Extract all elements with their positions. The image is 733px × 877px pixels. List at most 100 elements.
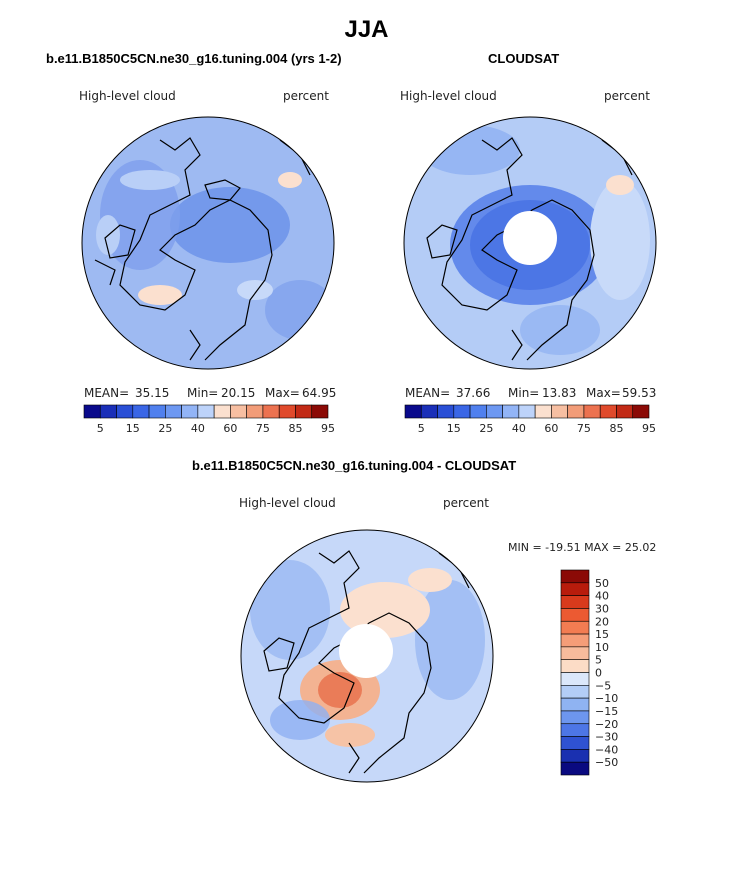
- colorbar-3-swatch-6: [560, 646, 590, 660]
- colorbar-2-tick-label: 85: [609, 422, 623, 435]
- panel-1-max: 64.95: [302, 386, 337, 400]
- panel-2-max: 59.53: [622, 386, 657, 400]
- panel-2-units: percent: [604, 89, 650, 103]
- colorbar-3-swatch-3: [560, 608, 590, 622]
- panel-1-max-label: Max=: [265, 386, 300, 400]
- colorbar-2-tick-label: 15: [447, 422, 461, 435]
- colorbar-3-tick-label: −50: [595, 756, 618, 769]
- colorbar-1-swatch-12: [278, 404, 296, 419]
- colorbar-3-swatch-8: [560, 672, 590, 686]
- colorbar-3-swatch-9: [560, 685, 590, 699]
- panel-3-minmax: MIN = -19.51 MAX = 25.02: [508, 541, 657, 554]
- panel-1-variable: High-level cloud: [79, 89, 176, 103]
- colorbar-1-swatch-4: [148, 404, 166, 419]
- panel-2-title: CLOUDSAT: [488, 51, 560, 66]
- colorbar-1-swatch-6: [181, 404, 199, 419]
- colorbar-2-swatch-11: [583, 404, 601, 419]
- colorbar-2-swatch-2: [437, 404, 455, 419]
- colorbar-1-swatch-8: [213, 404, 231, 419]
- colorbar-3-swatch-5: [560, 633, 590, 648]
- panel-2-colorbar: 5 15 25 40 60 75 85 95: [404, 404, 656, 435]
- panel-3-variable: High-level cloud: [239, 496, 336, 510]
- colorbar-2-tick-label: 40: [512, 422, 526, 435]
- colorbar-3-swatch-7: [560, 659, 590, 673]
- panel-1-min-label: Min=: [187, 386, 219, 400]
- colorbar-1-swatch-9: [230, 404, 247, 419]
- colorbar-3-swatch-11: [560, 710, 590, 725]
- panel-1-map: [81, 116, 335, 370]
- colorbar-2-swatch-10: [567, 404, 585, 419]
- colorbar-3-tick-label: 40: [595, 590, 609, 603]
- colorbar-3-tick-label: 20: [595, 615, 609, 628]
- colorbar-1-swatch-13: [295, 404, 313, 419]
- panel-1-coastlines: [94, 137, 311, 361]
- colorbar-2-tick-label: 75: [577, 422, 591, 435]
- colorbar-3-tick-label: 50: [595, 577, 609, 590]
- colorbar-1-swatch-11: [262, 404, 280, 419]
- page-title: JJA: [344, 16, 389, 43]
- colorbar-3-swatch-10: [560, 697, 590, 712]
- colorbar-1-swatch-7: [197, 404, 215, 419]
- panel-2-mean: 37.66: [456, 386, 491, 400]
- panel-2-min: 13.83: [542, 386, 577, 400]
- colorbar-3-swatch-4: [560, 620, 590, 635]
- colorbar-1-tick-label: 15: [126, 422, 140, 435]
- colorbar-2-swatch-14: [632, 404, 650, 419]
- colorbar-2-swatch-7: [518, 404, 536, 419]
- colorbar-1-tick-label: 75: [256, 422, 270, 435]
- panel-3-units: percent: [443, 496, 489, 510]
- panel-2-min-label: Min=: [508, 386, 540, 400]
- colorbar-2-swatch-9: [551, 404, 568, 419]
- colorbar-3-swatch-13: [560, 736, 590, 750]
- panel-3-map: [240, 529, 494, 783]
- panel-2-max-label: Max=: [586, 386, 621, 400]
- colorbar-2-tick-label: 25: [479, 422, 493, 435]
- colorbar-1-swatch-2: [116, 404, 134, 419]
- panel-1-units: percent: [283, 89, 329, 103]
- colorbar-2-swatch-12: [599, 404, 617, 419]
- colorbar-3-tick-label: −10: [595, 692, 618, 705]
- colorbar-1-tick-label: 25: [158, 422, 172, 435]
- colorbar-3-swatch-0: [560, 569, 590, 584]
- colorbar-1-swatch-1: [99, 404, 117, 419]
- colorbar-1-tick-label: 85: [288, 422, 302, 435]
- colorbar-2-swatch-6: [502, 404, 520, 419]
- colorbar-3-tick-label: 15: [595, 628, 609, 641]
- colorbar-3-swatch-12: [560, 723, 590, 737]
- colorbar-2-swatch-0: [404, 404, 422, 419]
- panel-1-mean: 35.15: [135, 386, 170, 400]
- colorbar-3-swatch-15: [560, 761, 590, 776]
- colorbar-1-swatch-3: [132, 404, 150, 419]
- colorbar-3-tick-label: −15: [595, 705, 618, 718]
- panel-1-title: b.e11.B1850C5CN.ne30_g16.tuning.004 (yrs…: [46, 51, 342, 66]
- colorbar-2-swatch-3: [453, 404, 471, 419]
- colorbar-2-swatch-8: [534, 404, 552, 419]
- colorbar-3-tick-label: 5: [595, 654, 602, 667]
- colorbar-3-tick-label: −20: [595, 718, 618, 731]
- panel-1-colorbar: 5 15 25 40 60 75 85 95: [83, 404, 335, 435]
- colorbar-2-tick-label: 95: [642, 422, 656, 435]
- colorbar-3-swatch-2: [560, 595, 590, 609]
- colorbar-3-swatch-1: [560, 582, 590, 596]
- colorbar-2-swatch-1: [420, 404, 438, 419]
- colorbar-1-swatch-10: [246, 404, 264, 419]
- colorbar-3-swatch-14: [560, 749, 590, 763]
- colorbar-3-tick-label: −40: [595, 743, 618, 756]
- colorbar-1-tick-label: 60: [223, 422, 237, 435]
- colorbar-2-swatch-13: [616, 404, 634, 419]
- colorbar-1-tick-label: 40: [191, 422, 205, 435]
- colorbar-1-tick-label: 5: [97, 422, 104, 435]
- colorbar-1-swatch-0: [83, 404, 101, 419]
- colorbar-2-swatch-5: [486, 404, 503, 419]
- colorbar-1-swatch-5: [165, 404, 182, 419]
- colorbar-3-tick-label: −30: [595, 731, 618, 744]
- colorbar-3-tick-label: −5: [595, 679, 611, 692]
- colorbar-2-swatch-4: [469, 404, 487, 419]
- panel-3-title: b.e11.B1850C5CN.ne30_g16.tuning.004 - CL…: [192, 458, 517, 473]
- colorbar-3-tick-label: 10: [595, 641, 609, 654]
- colorbar-3-tick-label: 0: [595, 667, 602, 680]
- colorbar-2-tick-label: 60: [544, 422, 558, 435]
- colorbar-2-tick-label: 5: [418, 422, 425, 435]
